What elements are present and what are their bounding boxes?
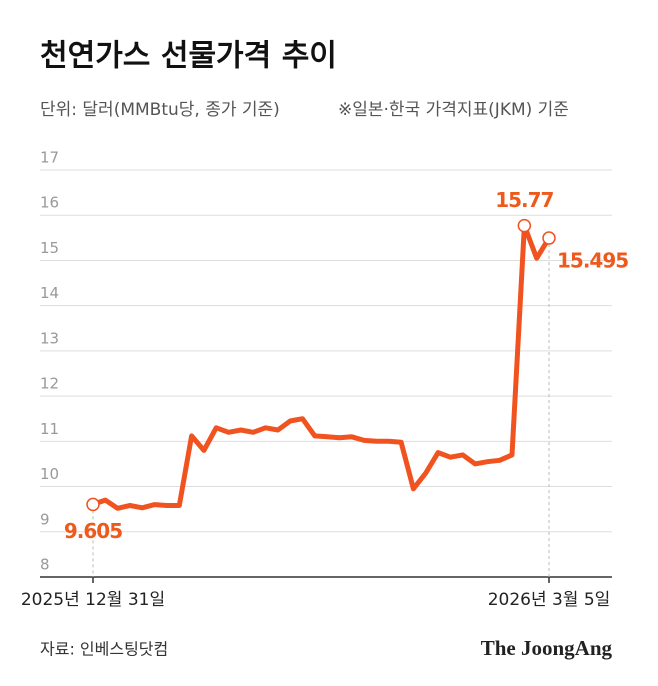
chart-note: ※일본·한국 가격지표(JKM) 기준 [338, 100, 569, 120]
point-marker [86, 497, 100, 512]
y-tick-label: 15 [40, 239, 59, 257]
y-tick-label: 11 [40, 420, 59, 438]
credit: The JoongAng [481, 636, 613, 660]
y-tick-label: 10 [40, 465, 59, 483]
line-series [90, 223, 552, 511]
value-label: 9.605 [64, 519, 122, 543]
y-tick-label: 9 [40, 510, 50, 528]
y-tick-label: 8 [40, 556, 50, 574]
y-tick-label: 13 [40, 329, 59, 347]
source: 자료: 인베스팅닷컴 [40, 640, 168, 659]
value-label: 15.495 [557, 249, 628, 273]
y-tick-label: 17 [40, 149, 59, 167]
chart-title: 천연가스 선물가격 추이 [40, 39, 337, 74]
x-tick-label: 2026년 3월 5일 [488, 590, 611, 610]
y-tick-label: 16 [40, 194, 59, 212]
y-tick-label: 14 [40, 284, 59, 302]
point-marker [517, 218, 532, 233]
chart-subtitle: 단위: 달러(MMBtu당, 종가 기준) [40, 100, 280, 120]
value-label: 15.77 [495, 188, 553, 212]
point-marker [542, 231, 556, 245]
y-tick-label: 12 [40, 375, 59, 393]
x-tick-label: 2025년 12월 31일 [21, 590, 165, 610]
